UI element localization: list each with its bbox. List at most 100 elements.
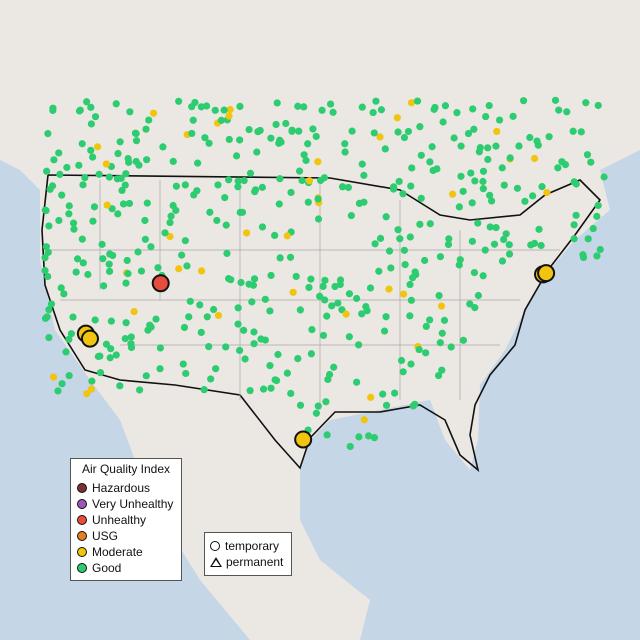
monitor-dot[interactable] bbox=[479, 272, 487, 280]
monitor-dot[interactable] bbox=[453, 109, 461, 117]
monitor-dot[interactable] bbox=[428, 143, 436, 151]
monitor-dot[interactable] bbox=[587, 158, 595, 166]
monitor-dot[interactable] bbox=[217, 116, 226, 124]
monitor-dot[interactable] bbox=[471, 304, 479, 312]
monitor-dot[interactable] bbox=[141, 235, 149, 243]
monitor-dot[interactable] bbox=[498, 257, 507, 265]
monitor-dot[interactable] bbox=[232, 152, 241, 160]
monitor-dot[interactable] bbox=[341, 148, 349, 156]
monitor-dot[interactable] bbox=[307, 275, 315, 283]
monitor-dot[interactable] bbox=[382, 213, 390, 221]
monitor-dot[interactable] bbox=[593, 212, 601, 220]
monitor-dot[interactable] bbox=[122, 170, 130, 178]
monitor-dot[interactable] bbox=[246, 386, 254, 395]
monitor-dot[interactable] bbox=[186, 297, 194, 305]
monitor-dot[interactable] bbox=[44, 129, 52, 138]
monitor-dot[interactable] bbox=[479, 177, 487, 186]
monitor-dot[interactable] bbox=[314, 402, 322, 410]
monitor-dot[interactable] bbox=[305, 177, 314, 185]
monitor-dot[interactable] bbox=[594, 101, 602, 110]
monitor-dot[interactable] bbox=[189, 116, 197, 124]
monitor-dot[interactable] bbox=[130, 307, 138, 316]
monitor-dot[interactable] bbox=[78, 235, 86, 243]
monitor-dot[interactable] bbox=[308, 326, 316, 334]
monitor-dot[interactable] bbox=[411, 268, 419, 276]
monitor-dot[interactable] bbox=[441, 102, 450, 110]
monitor-dot[interactable] bbox=[194, 159, 202, 167]
monitor-dot[interactable] bbox=[353, 378, 361, 386]
monitor-dot[interactable] bbox=[394, 128, 402, 136]
monitor-dot[interactable] bbox=[234, 320, 242, 328]
monitor-dot[interactable] bbox=[227, 276, 235, 284]
monitor-dot[interactable] bbox=[593, 252, 601, 260]
monitor-dot[interactable] bbox=[250, 328, 258, 336]
monitor-dot[interactable] bbox=[172, 182, 180, 190]
monitor-dot[interactable] bbox=[569, 127, 577, 135]
monitor-dot[interactable] bbox=[182, 369, 190, 378]
monitor-dot[interactable] bbox=[245, 280, 253, 288]
monitor-dot[interactable] bbox=[367, 393, 375, 401]
monitor-dot[interactable] bbox=[468, 199, 476, 207]
monitor-dot[interactable] bbox=[166, 218, 174, 227]
monitor-dot[interactable] bbox=[466, 300, 474, 308]
monitor-dot[interactable] bbox=[175, 265, 183, 273]
monitor-dot[interactable] bbox=[505, 250, 514, 258]
monitor-dot[interactable] bbox=[49, 373, 58, 381]
monitor-dot[interactable] bbox=[106, 354, 114, 362]
monitor-dot[interactable] bbox=[312, 409, 321, 417]
monitor-dot[interactable] bbox=[521, 197, 529, 205]
monitor-dot[interactable] bbox=[175, 97, 183, 105]
monitor-dot[interactable] bbox=[426, 316, 434, 324]
monitor-dot[interactable] bbox=[145, 116, 153, 124]
monitor-dot[interactable] bbox=[433, 165, 441, 173]
monitor-dot[interactable] bbox=[96, 352, 104, 360]
monitor-dot[interactable] bbox=[62, 348, 70, 356]
monitor-dot[interactable] bbox=[159, 143, 167, 151]
monitor-dot[interactable] bbox=[594, 201, 602, 210]
monitor-marker-moderate[interactable] bbox=[537, 264, 556, 283]
monitor-dot[interactable] bbox=[44, 272, 52, 281]
monitor-dot[interactable] bbox=[178, 251, 186, 259]
monitor-dot[interactable] bbox=[127, 333, 135, 341]
monitor-dot[interactable] bbox=[434, 371, 443, 380]
monitor-dot[interactable] bbox=[143, 156, 151, 164]
monitor-dot[interactable] bbox=[46, 185, 54, 193]
monitor-dot[interactable] bbox=[236, 208, 244, 216]
monitor-dot[interactable] bbox=[304, 140, 312, 148]
monitor-dot[interactable] bbox=[320, 174, 329, 182]
monitor-dot[interactable] bbox=[119, 200, 128, 208]
monitor-dot[interactable] bbox=[482, 112, 490, 121]
monitor-dot[interactable] bbox=[417, 194, 425, 202]
monitor-dot[interactable] bbox=[554, 164, 562, 172]
monitor-dot[interactable] bbox=[283, 232, 291, 240]
monitor-dot[interactable] bbox=[346, 442, 354, 451]
monitor-dot[interactable] bbox=[79, 181, 87, 189]
monitor-dot[interactable] bbox=[114, 149, 122, 158]
monitor-dot[interactable] bbox=[380, 327, 389, 335]
monitor-dot[interactable] bbox=[314, 215, 323, 223]
monitor-dot[interactable] bbox=[394, 226, 402, 234]
monitor-dot[interactable] bbox=[495, 116, 504, 124]
monitor-dot[interactable] bbox=[506, 154, 514, 162]
monitor-dot[interactable] bbox=[112, 351, 120, 359]
monitor-dot[interactable] bbox=[438, 329, 446, 337]
monitor-dot[interactable] bbox=[341, 140, 349, 148]
monitor-dot[interactable] bbox=[436, 253, 445, 261]
monitor-dot[interactable] bbox=[132, 157, 140, 166]
monitor-dot[interactable] bbox=[69, 313, 77, 321]
monitor-dot[interactable] bbox=[103, 201, 111, 209]
monitor-dot[interactable] bbox=[89, 153, 97, 161]
monitor-dot[interactable] bbox=[377, 106, 386, 114]
monitor-dot[interactable] bbox=[344, 183, 352, 192]
monitor-dot[interactable] bbox=[469, 105, 477, 113]
monitor-dot[interactable] bbox=[287, 389, 295, 398]
monitor-dot[interactable] bbox=[584, 235, 592, 243]
monitor-dot[interactable] bbox=[485, 101, 493, 110]
monitor-dot[interactable] bbox=[321, 276, 329, 284]
monitor-dot[interactable] bbox=[212, 365, 220, 373]
monitor-dot[interactable] bbox=[292, 272, 300, 281]
monitor-dot[interactable] bbox=[407, 182, 415, 190]
monitor-dot[interactable] bbox=[134, 248, 142, 256]
monitor-dot[interactable] bbox=[409, 402, 417, 410]
monitor-dot[interactable] bbox=[572, 211, 580, 219]
